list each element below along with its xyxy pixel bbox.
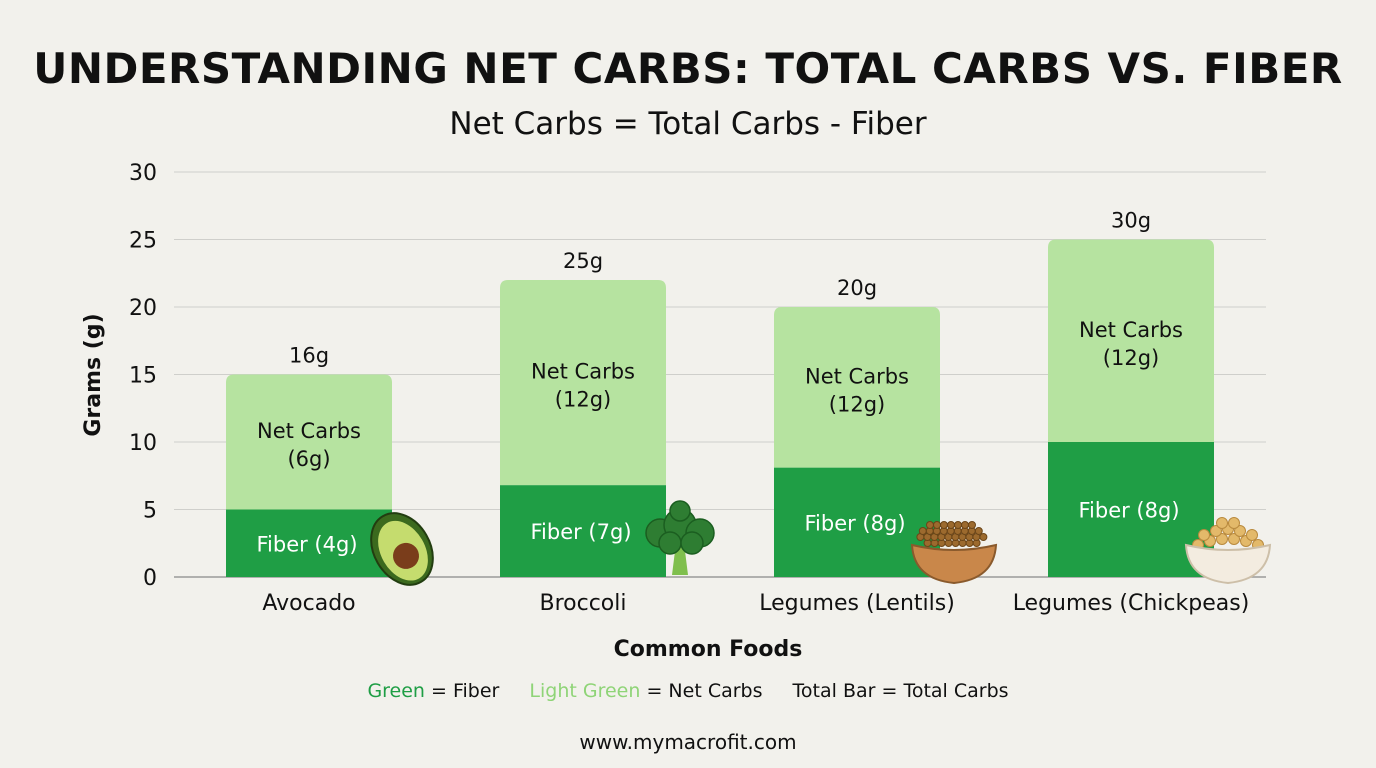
y-axis-label: Grams (g) — [81, 313, 106, 436]
legend-total-text: Total Bar = Total Carbs — [792, 680, 1009, 702]
net-carbs-label: Net Carbs — [257, 419, 361, 443]
total-label: 16g — [289, 344, 329, 368]
bar-fiber — [774, 467, 940, 577]
bowl-seed — [1198, 529, 1210, 541]
x-tick-label: Avocado — [262, 591, 355, 616]
broccoli-icon — [645, 500, 715, 575]
x-tick-label: Broccoli — [540, 591, 627, 616]
chickpeas-bowl-icon — [1184, 517, 1272, 585]
bar-fiber — [226, 509, 392, 577]
net-carbs-value-label: (6g) — [287, 447, 330, 471]
net-carbs-label: Net Carbs — [531, 360, 635, 384]
y-tick-label: 5 — [143, 499, 157, 524]
legend-net-text: = Net Carbs — [640, 680, 763, 702]
y-tick-label: 20 — [129, 296, 157, 321]
chart-title: UNDERSTANDING NET CARBS: TOTAL CARBS VS.… — [33, 44, 1343, 93]
y-tick-label: 25 — [129, 229, 157, 254]
x-axis-label: Common Foods — [614, 637, 803, 662]
bar-net-carbs — [500, 280, 666, 486]
total-label: 25g — [563, 249, 603, 273]
bar-net-carbs — [1048, 239, 1214, 442]
legend: Green = Fiber Light Green = Net Carbs To… — [0, 680, 1376, 702]
y-tick-label: 10 — [129, 431, 157, 456]
x-tick-label: Legumes (Lentils) — [759, 591, 955, 616]
fiber-label: Fiber (7g) — [530, 520, 631, 544]
bowl — [910, 543, 998, 585]
net-carbs-value-label: (12g) — [555, 388, 611, 412]
broccoli-floret — [669, 500, 691, 522]
bowl-seed — [1234, 525, 1246, 537]
total-label: 30g — [1111, 209, 1151, 233]
legend-item-total: Total Bar = Total Carbs — [793, 680, 1009, 702]
bar-net-carbs — [774, 307, 940, 468]
legend-item-fiber: Green = Fiber — [367, 680, 499, 702]
bowl-seed — [933, 521, 941, 529]
bar-fiber — [500, 485, 666, 577]
legend-fiber-text: = Fiber — [424, 680, 500, 702]
bowl-seed — [954, 521, 962, 529]
net-carbs-label: Net Carbs — [805, 364, 909, 388]
fiber-label: Fiber (8g) — [804, 511, 905, 535]
fiber-label: Fiber (4g) — [256, 532, 357, 556]
y-tick-label: 30 — [129, 161, 157, 186]
legend-net-key: Light Green — [529, 680, 641, 702]
legend-item-net-carbs: Light Green = Net Carbs — [529, 680, 762, 702]
bowl-seed — [940, 521, 948, 529]
bowl-seed — [947, 521, 955, 529]
bar-fiber — [1048, 442, 1214, 577]
bar-net-carbs — [226, 374, 392, 510]
bowl-seed — [1246, 529, 1258, 541]
bowl-seed — [926, 521, 934, 529]
avocado-pit — [393, 542, 419, 569]
bowl-seed — [1228, 533, 1240, 545]
lentils-bowl-icon — [910, 521, 998, 585]
net-carbs-value-label: (12g) — [829, 392, 885, 416]
x-tick-label: Legumes (Chickpeas) — [1013, 591, 1250, 616]
fiber-label: Fiber (8g) — [1078, 499, 1179, 523]
bowl-seed — [961, 521, 969, 529]
net-carbs-label: Net Carbs — [1079, 318, 1183, 342]
bowl — [1184, 543, 1272, 585]
y-tick-label: 15 — [129, 364, 157, 389]
bowl-seed — [918, 527, 927, 535]
legend-fiber-key: Green — [367, 680, 425, 702]
total-label: 20g — [837, 276, 877, 300]
avocado-icon — [370, 512, 434, 586]
bowl-seed — [979, 533, 988, 541]
y-tick-label: 0 — [143, 566, 157, 591]
net-carbs-value-label: (12g) — [1103, 346, 1159, 370]
bowl-seed — [1216, 533, 1228, 545]
bowl-seed — [968, 521, 976, 529]
bowl-seed — [1216, 517, 1228, 529]
broccoli-floret — [680, 531, 704, 555]
bowl-seed — [1228, 517, 1240, 529]
chart-subtitle: Net Carbs = Total Carbs - Fiber — [449, 106, 927, 142]
broccoli-floret — [658, 531, 682, 555]
bowl-seed — [974, 527, 983, 535]
footer-url: www.mymacrofit.com — [579, 730, 797, 754]
bowl-seed — [1210, 525, 1222, 537]
